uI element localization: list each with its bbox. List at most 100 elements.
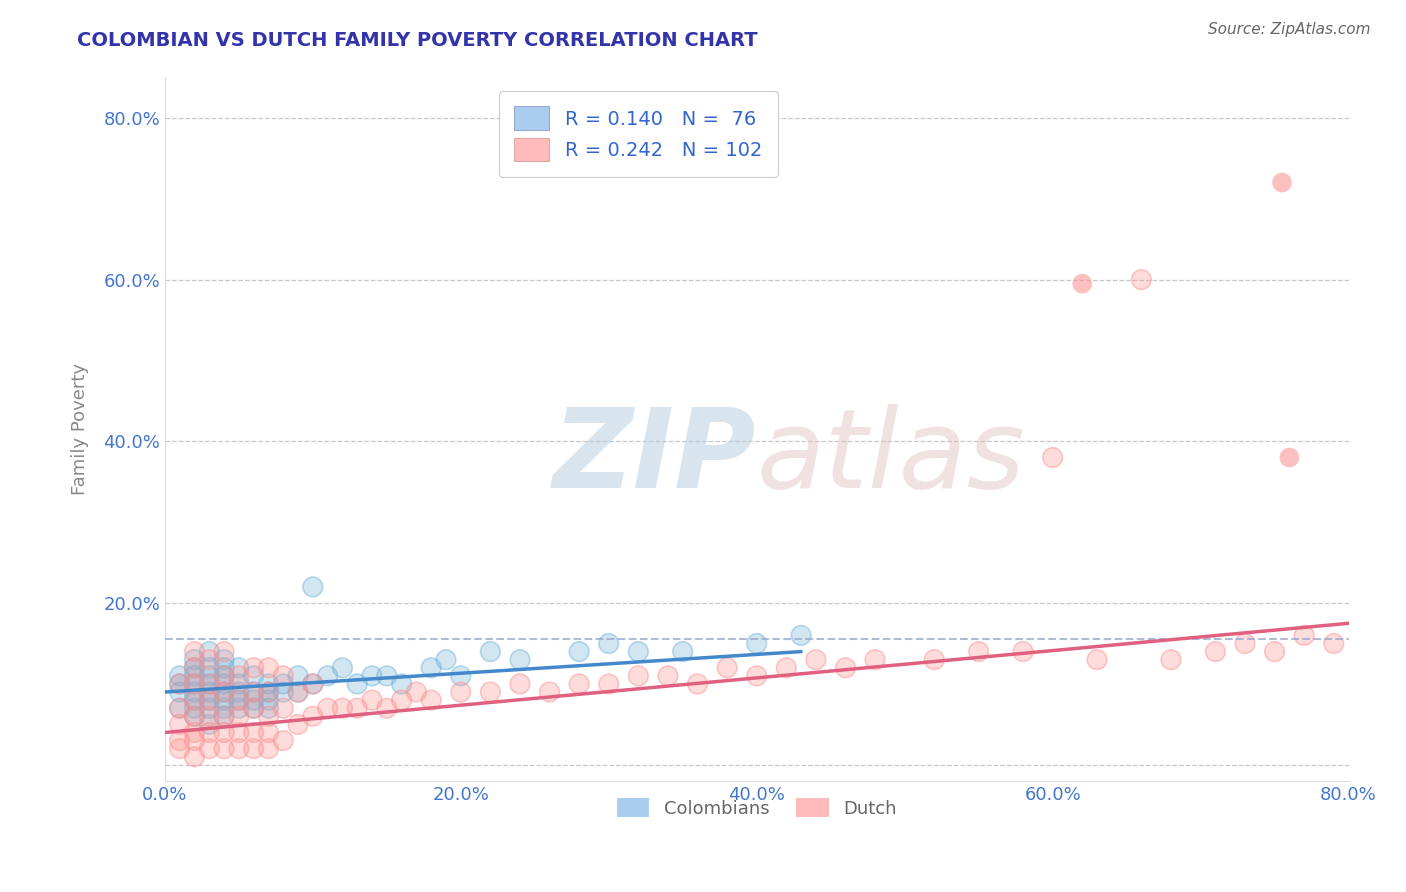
- Point: [228, 669, 250, 683]
- Point: [228, 709, 250, 723]
- Point: [301, 677, 323, 691]
- Point: [212, 661, 235, 675]
- Point: [450, 685, 472, 699]
- Point: [257, 661, 280, 675]
- Point: [169, 677, 191, 691]
- Point: [198, 669, 221, 683]
- Point: [212, 677, 235, 691]
- Point: [479, 644, 502, 658]
- Point: [538, 685, 561, 699]
- Text: atlas: atlas: [756, 404, 1025, 511]
- Point: [301, 709, 323, 723]
- Point: [183, 644, 205, 658]
- Point: [242, 685, 264, 699]
- Legend: Colombians, Dutch: Colombians, Dutch: [609, 791, 904, 825]
- Point: [287, 685, 309, 699]
- Point: [420, 661, 443, 675]
- Point: [1294, 628, 1316, 642]
- Point: [228, 685, 250, 699]
- Point: [1233, 636, 1256, 650]
- Point: [212, 709, 235, 723]
- Point: [212, 709, 235, 723]
- Point: [183, 685, 205, 699]
- Point: [228, 693, 250, 707]
- Point: [627, 644, 650, 658]
- Point: [212, 677, 235, 691]
- Point: [598, 677, 620, 691]
- Point: [257, 701, 280, 715]
- Point: [257, 725, 280, 739]
- Point: [627, 669, 650, 683]
- Point: [212, 725, 235, 739]
- Point: [672, 644, 695, 658]
- Point: [271, 685, 294, 699]
- Point: [183, 709, 205, 723]
- Point: [257, 685, 280, 699]
- Point: [212, 661, 235, 675]
- Point: [198, 677, 221, 691]
- Point: [242, 701, 264, 715]
- Point: [242, 661, 264, 675]
- Point: [316, 701, 339, 715]
- Point: [271, 677, 294, 691]
- Point: [538, 685, 561, 699]
- Point: [271, 669, 294, 683]
- Point: [198, 693, 221, 707]
- Point: [257, 685, 280, 699]
- Point: [198, 709, 221, 723]
- Point: [301, 677, 323, 691]
- Text: COLOMBIAN VS DUTCH FAMILY POVERTY CORRELATION CHART: COLOMBIAN VS DUTCH FAMILY POVERTY CORREL…: [77, 31, 758, 50]
- Point: [212, 653, 235, 667]
- Point: [228, 693, 250, 707]
- Point: [183, 653, 205, 667]
- Point: [509, 653, 531, 667]
- Point: [169, 741, 191, 756]
- Point: [301, 580, 323, 594]
- Point: [391, 677, 413, 691]
- Point: [1294, 628, 1316, 642]
- Point: [212, 685, 235, 699]
- Point: [198, 653, 221, 667]
- Point: [212, 669, 235, 683]
- Point: [183, 725, 205, 739]
- Point: [316, 669, 339, 683]
- Point: [420, 693, 443, 707]
- Point: [922, 653, 945, 667]
- Point: [169, 677, 191, 691]
- Point: [257, 685, 280, 699]
- Point: [316, 701, 339, 715]
- Point: [1264, 644, 1286, 658]
- Point: [271, 701, 294, 715]
- Point: [1233, 636, 1256, 650]
- Point: [257, 701, 280, 715]
- Point: [183, 749, 205, 764]
- Point: [301, 580, 323, 594]
- Point: [183, 709, 205, 723]
- Point: [169, 701, 191, 715]
- Point: [242, 741, 264, 756]
- Point: [346, 701, 368, 715]
- Point: [834, 661, 856, 675]
- Point: [657, 669, 679, 683]
- Point: [169, 701, 191, 715]
- Point: [375, 701, 398, 715]
- Point: [257, 661, 280, 675]
- Point: [212, 644, 235, 658]
- Point: [271, 701, 294, 715]
- Point: [434, 653, 457, 667]
- Point: [183, 701, 205, 715]
- Point: [271, 733, 294, 747]
- Point: [790, 628, 813, 642]
- Point: [1271, 176, 1294, 190]
- Point: [183, 677, 205, 691]
- Point: [169, 669, 191, 683]
- Point: [228, 669, 250, 683]
- Point: [212, 685, 235, 699]
- Point: [198, 725, 221, 739]
- Point: [287, 685, 309, 699]
- Text: Source: ZipAtlas.com: Source: ZipAtlas.com: [1208, 22, 1371, 37]
- Point: [198, 693, 221, 707]
- Point: [183, 693, 205, 707]
- Point: [183, 677, 205, 691]
- Point: [716, 661, 738, 675]
